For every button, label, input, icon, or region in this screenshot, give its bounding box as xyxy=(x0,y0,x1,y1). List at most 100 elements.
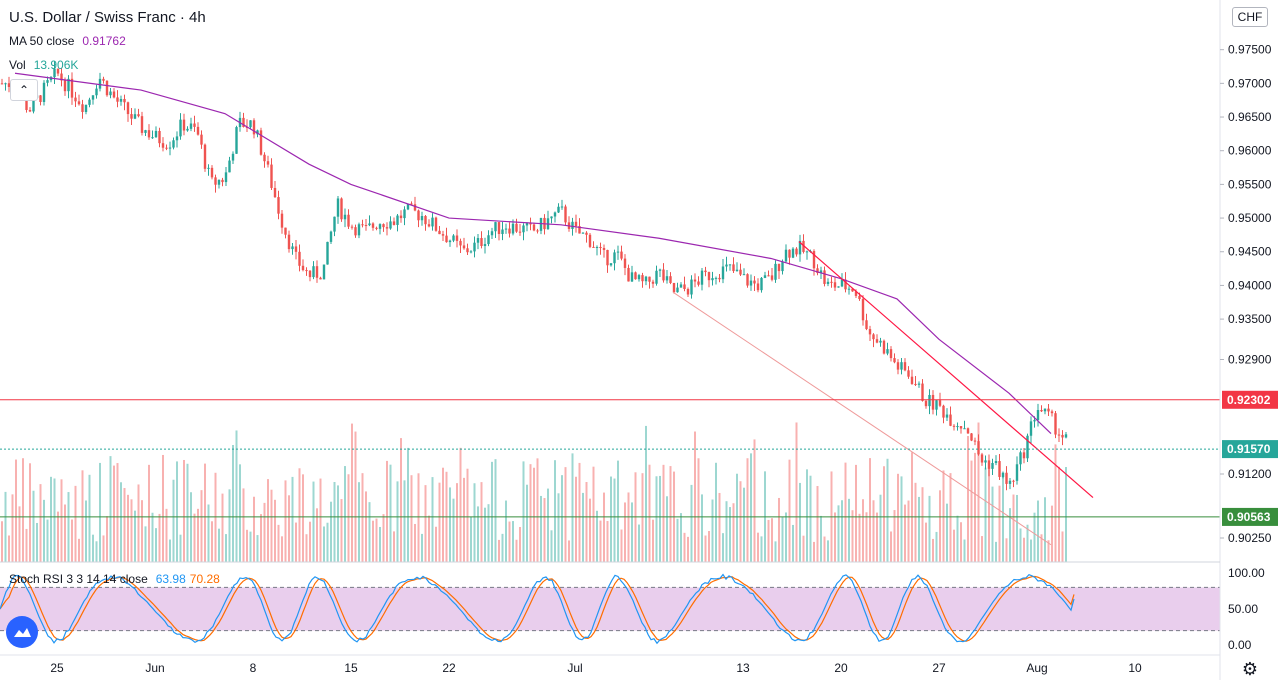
volume-bar xyxy=(347,474,350,562)
volume-bar xyxy=(438,482,441,562)
volume-bar xyxy=(904,504,906,562)
volume-bar xyxy=(1019,528,1022,562)
volume-bar xyxy=(172,479,175,562)
time-tick-label: 13 xyxy=(736,661,750,675)
volume-bar xyxy=(890,531,892,562)
stoch-label: Stoch RSI 3 3 14 14 close xyxy=(9,572,148,586)
volume-bar xyxy=(309,521,311,562)
candle-body xyxy=(616,251,620,253)
candle-body xyxy=(938,400,942,406)
time-tick-label: Aug xyxy=(1026,661,1047,675)
volume-bar xyxy=(760,536,763,562)
candle-body xyxy=(1005,472,1008,484)
candle-body xyxy=(693,279,697,282)
volume-bar xyxy=(529,464,532,562)
candle-body xyxy=(812,251,816,269)
time-tick-label: 8 xyxy=(250,661,257,675)
volume-bar xyxy=(848,498,850,562)
volume-bar xyxy=(984,467,987,562)
candle-body xyxy=(95,88,98,96)
candle-body xyxy=(714,277,718,279)
stoch-legend[interactable]: Stoch RSI 3 3 14 14 close 63.98 70.28 xyxy=(9,572,220,586)
volume-bar xyxy=(337,485,339,562)
candle-body xyxy=(802,240,805,252)
candle-body xyxy=(931,394,935,410)
candle-body xyxy=(1047,408,1050,412)
volume-bar xyxy=(638,524,640,562)
candle-body xyxy=(910,376,914,384)
candle-body xyxy=(777,263,781,272)
volume-bar xyxy=(372,520,374,562)
candle-body xyxy=(329,231,333,242)
volume-bar xyxy=(274,499,276,562)
candle-body xyxy=(963,428,966,430)
candle-body xyxy=(420,216,424,221)
candle-body xyxy=(84,104,88,112)
volume-bar xyxy=(414,523,416,562)
candle-body xyxy=(515,223,518,232)
volume-bar xyxy=(442,467,444,562)
volume-bar xyxy=(431,477,434,562)
candle-body xyxy=(364,225,368,227)
candle-body xyxy=(385,227,389,229)
volume-bar xyxy=(862,499,864,562)
volume-bar xyxy=(116,463,119,562)
volume-bar xyxy=(753,439,756,562)
volume-legend[interactable]: Vol 13.906K xyxy=(9,58,78,72)
volume-bar xyxy=(368,502,371,562)
gear-icon[interactable]: ⚙ xyxy=(1241,659,1259,679)
volume-bar xyxy=(452,498,455,562)
volume-bar xyxy=(298,468,301,562)
candle-body xyxy=(585,232,588,235)
candle-body xyxy=(210,167,214,178)
candle-body xyxy=(459,240,462,246)
currency-button[interactable]: CHF xyxy=(1232,7,1268,27)
volume-bar xyxy=(67,492,70,562)
volume-bar xyxy=(897,473,899,562)
candle-body xyxy=(886,349,889,354)
candle-body xyxy=(907,370,910,377)
candle-body xyxy=(67,78,70,92)
volume-bar xyxy=(1009,508,1011,562)
tradingview-logo[interactable] xyxy=(6,616,38,648)
candle-body xyxy=(270,164,273,188)
collapse-legend-button[interactable]: ⌃ xyxy=(10,79,38,101)
volume-bar xyxy=(736,473,738,562)
cloud-icon xyxy=(14,628,31,637)
time-tick-label: 22 xyxy=(442,661,456,675)
volume-bar xyxy=(270,489,273,562)
candle-body xyxy=(392,221,396,225)
trendline-lower[interactable] xyxy=(672,291,1052,546)
volume-bar xyxy=(221,493,224,562)
volume-bar xyxy=(561,475,563,562)
candle-body xyxy=(263,154,266,162)
price-label-badge xyxy=(1222,390,1278,409)
volume-bar xyxy=(99,462,101,562)
volume-bar xyxy=(1,521,3,562)
volume-bar xyxy=(319,478,322,562)
price-tick-label: 0.92900 xyxy=(1228,353,1272,367)
price-tick-label: 0.95000 xyxy=(1228,211,1272,225)
volume-bar xyxy=(190,492,192,562)
price-label-badge xyxy=(1222,507,1278,526)
candle-body xyxy=(921,383,924,401)
volume-bar xyxy=(585,482,588,562)
volume-bar xyxy=(844,462,847,562)
volume-bar xyxy=(109,456,112,562)
ma-legend[interactable]: MA 50 close 0.91762 xyxy=(9,34,126,48)
volume-bar xyxy=(872,500,875,562)
volume-bar xyxy=(53,478,56,562)
candle-body xyxy=(935,400,938,410)
trendline-upper[interactable] xyxy=(798,241,1094,499)
volume-bar xyxy=(799,482,801,562)
volume-bar xyxy=(900,476,903,562)
candle-body xyxy=(840,279,844,287)
volume-bar xyxy=(631,502,633,562)
volume-bar xyxy=(463,477,465,562)
candle-body xyxy=(756,283,760,291)
volume-bar xyxy=(610,476,612,562)
candle-body xyxy=(627,267,630,282)
candle-body xyxy=(669,276,672,283)
volume-bar xyxy=(365,491,367,562)
